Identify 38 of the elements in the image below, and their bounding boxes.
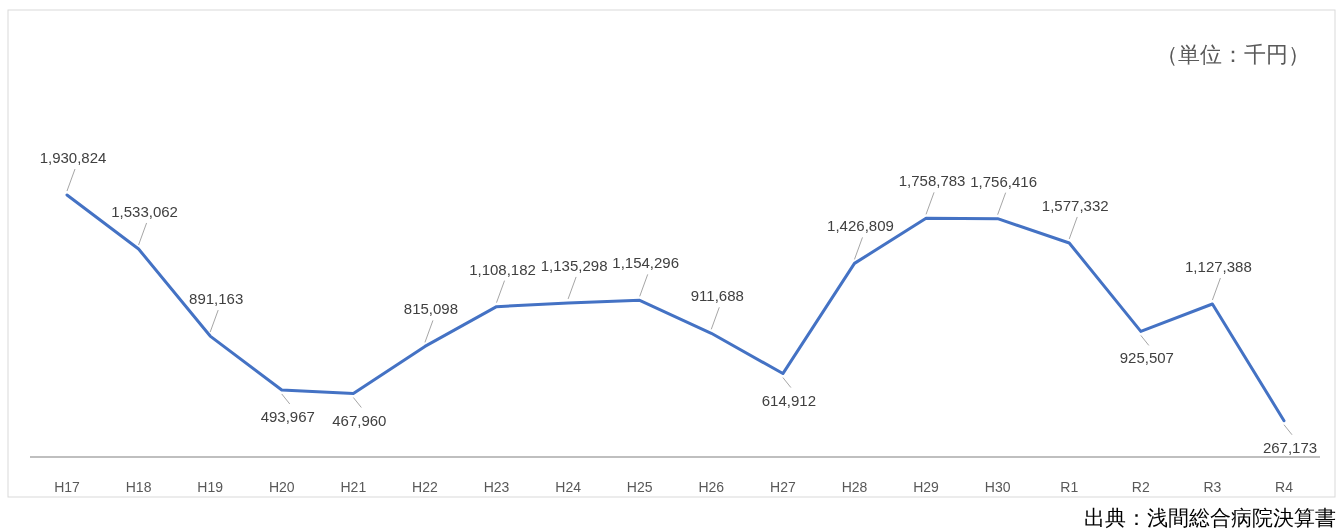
data-label: 493,967 bbox=[260, 407, 315, 425]
x-tick-label: H17 bbox=[54, 479, 81, 495]
data-label: 1,577,332 bbox=[1041, 196, 1109, 214]
x-tick-label: H28 bbox=[841, 479, 868, 495]
data-label: 815,098 bbox=[403, 300, 459, 318]
data-label: 467,960 bbox=[332, 411, 387, 429]
data-label: 267,173 bbox=[1262, 438, 1318, 456]
x-tick-label: H20 bbox=[268, 479, 295, 495]
x-tick-label: H25 bbox=[626, 479, 653, 495]
x-tick-label: H22 bbox=[412, 479, 438, 495]
data-label: 891,163 bbox=[189, 290, 244, 308]
x-tick-label: H29 bbox=[913, 479, 940, 495]
data-label: 1,127,388 bbox=[1185, 258, 1252, 276]
data-label: 1,758,783 bbox=[898, 172, 966, 190]
x-tick-label: H24 bbox=[555, 479, 582, 495]
x-tick-label: H19 bbox=[197, 479, 224, 495]
x-tick-label: R3 bbox=[1203, 479, 1222, 495]
data-label: 614,912 bbox=[761, 391, 816, 409]
data-label: 925,507 bbox=[1119, 349, 1174, 367]
data-label: 1,108,182 bbox=[469, 260, 536, 278]
x-tick-label: H27 bbox=[770, 479, 796, 495]
x-tick-label: H26 bbox=[698, 479, 725, 495]
data-label: 911,688 bbox=[690, 287, 744, 305]
source-note: 出典：浅間総合病院決算書 bbox=[1084, 506, 1336, 529]
x-tick-label: R2 bbox=[1131, 479, 1150, 495]
data-label: 1,135,298 bbox=[540, 256, 608, 274]
data-label: 1,154,296 bbox=[612, 254, 680, 272]
x-tick-label: H23 bbox=[483, 479, 510, 495]
data-label: 1,426,809 bbox=[827, 217, 894, 235]
data-label: 1,533,062 bbox=[111, 202, 178, 220]
x-tick-label: H18 bbox=[125, 479, 152, 495]
x-tick-label: R4 bbox=[1275, 479, 1294, 495]
x-tick-label: R1 bbox=[1060, 479, 1079, 495]
x-tick-label: H21 bbox=[340, 479, 367, 495]
data-label: 1,756,416 bbox=[970, 172, 1038, 190]
x-tick-label: H30 bbox=[984, 479, 1011, 495]
text: （単位：千円） bbox=[1156, 42, 1310, 67]
data-label: 1,930,824 bbox=[39, 149, 107, 166]
